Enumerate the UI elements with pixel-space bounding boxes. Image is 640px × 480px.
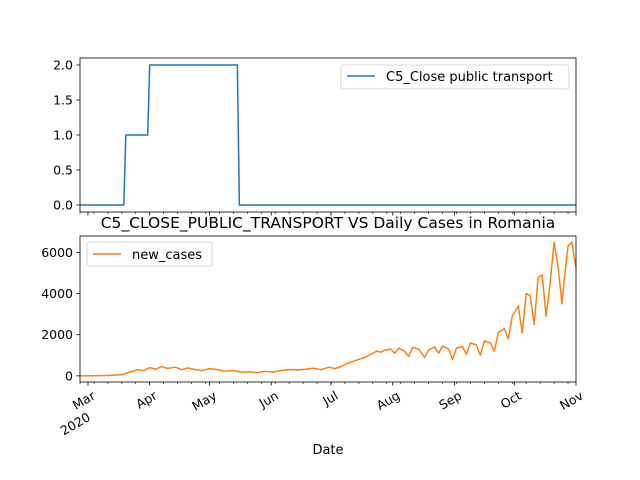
series-line-0-0 — [80, 64, 576, 206]
y-tick-label-1-0: 0 — [65, 368, 73, 383]
bottom-legend-frame — [86, 241, 213, 267]
bottom-x-axis-label: Date — [312, 443, 343, 458]
bottom-series-layer — [79, 241, 577, 377]
y-tick-label-0-0: 0.0 — [53, 198, 73, 213]
y-tick-label-1-3: 6000 — [41, 245, 73, 260]
top-legend-frame — [340, 64, 570, 90]
bottom-legend-label: new_cases — [132, 248, 202, 263]
y-tick-label-0-2: 1.0 — [53, 128, 73, 143]
top-legend: C5_Close public transport — [340, 64, 570, 90]
top-legend-label: C5_Close public transport — [386, 70, 553, 85]
series-line-1-0 — [79, 241, 577, 377]
bottom-y-ticks: 0 2000 4000 6000 — [41, 245, 80, 383]
y-tick-label-1-2: 4000 — [41, 286, 73, 301]
bottom-axes-frame — [79, 235, 577, 383]
top-subplot: 0.0 0.5 1.0 1.5 2.0 C5_Close public transpor… — [53, 58, 577, 216]
y-tick-label-0-3: 1.5 — [53, 93, 73, 108]
y-tick-label-0-4: 2.0 — [53, 58, 73, 73]
top-x-ticks — [79, 212, 577, 216]
top-series-layer — [80, 64, 576, 206]
y-tick-label-1-1: 2000 — [41, 327, 73, 342]
top-y-ticks: 0.0 0.5 1.0 1.5 2.0 — [53, 58, 80, 213]
bottom-legend: new_cases — [86, 241, 213, 267]
y-tick-label-0-1: 0.5 — [53, 163, 73, 178]
x-tick-label-4: Jul — [319, 388, 340, 409]
bottom-chart-title: C5_CLOSE_PUBLIC_TRANSPORT VS Daily Cases… — [101, 214, 556, 233]
